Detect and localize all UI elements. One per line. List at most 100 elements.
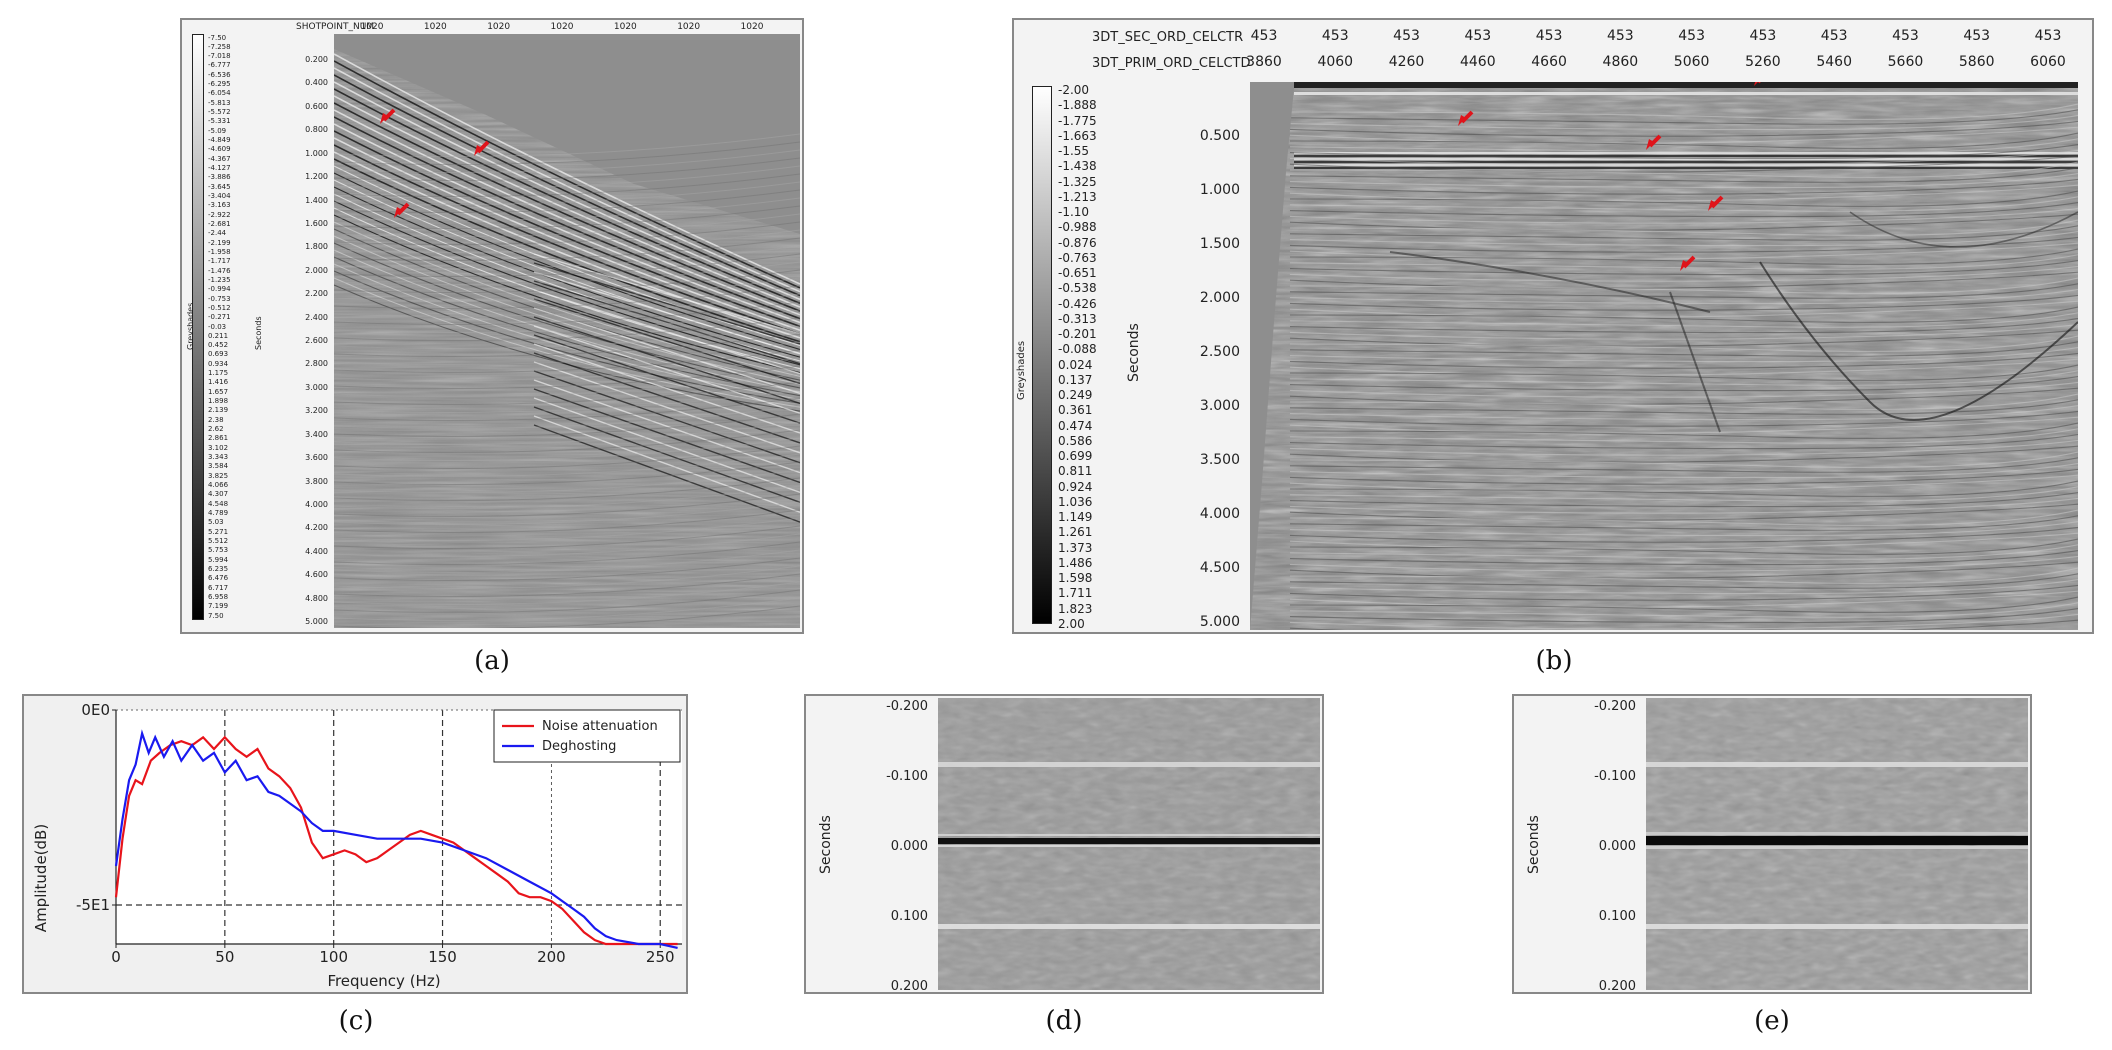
header-value: 453 <box>1749 28 1777 44</box>
colorbar-label: 3.343 <box>208 453 229 462</box>
colorbar-label: 3.825 <box>208 471 229 480</box>
header-value: 453 <box>1321 28 1349 44</box>
header-value: 4860 <box>1602 54 1639 70</box>
colorbar-label: 0.586 <box>1058 433 1093 448</box>
colorbar-label: 1.373 <box>1058 540 1093 555</box>
y-tick: -0.200 <box>1594 698 1636 714</box>
header-value: 1020 <box>360 22 384 32</box>
header-value: 453 <box>1892 28 1919 44</box>
colorbar-label: 1.657 <box>208 387 229 396</box>
caption-c: (c) <box>338 1006 374 1036</box>
colorbar-label: 0.211 <box>208 331 229 340</box>
colorbar-label: 5.271 <box>208 527 229 536</box>
header-value: 1020 <box>740 22 764 32</box>
panel-b-colorbar <box>1032 86 1052 624</box>
x-tick-label: 150 <box>428 948 457 966</box>
colorbar-label: -1.213 <box>1058 189 1097 204</box>
y-tick: 1.600 <box>305 218 328 228</box>
colorbar-label: 6.235 <box>208 564 229 573</box>
panel-a-reflection-events <box>334 34 800 628</box>
colorbar-label: -0.426 <box>1058 296 1097 311</box>
y-tick: 0.200 <box>1598 978 1636 994</box>
colorbar-label: 1.261 <box>1058 525 1093 540</box>
panel-d: Seconds -0.200 -0.100 0.000 0.100 0.200 <box>804 694 1324 994</box>
header-value: 4460 <box>1459 54 1496 70</box>
panel-c: Amplitude(dB) Frequency (Hz) 0 50 100 150 20… <box>22 694 688 994</box>
panel-a-arrows <box>380 108 490 218</box>
header-value: 5860 <box>1958 54 1995 70</box>
y-tick-label: -5E1 <box>76 896 110 914</box>
colorbar-label: 2.38 <box>208 415 224 424</box>
colorbar-label: -7.50 <box>208 33 227 42</box>
colorbar-label: -3.404 <box>208 191 231 200</box>
colorbar-label: 1.711 <box>1058 586 1093 601</box>
colorbar-label: 0.024 <box>1058 357 1093 372</box>
y-tick: 4.800 <box>305 593 328 603</box>
panel-b-seismic-image <box>1250 82 2078 630</box>
colorbar-label: -5.813 <box>208 98 231 107</box>
y-tick: 4.500 <box>1199 560 1240 576</box>
colorbar-label: 0.137 <box>1058 372 1093 387</box>
colorbar-label: 7.199 <box>208 602 229 611</box>
colorbar-label: -1.55 <box>1058 144 1090 159</box>
y-tick: 1.400 <box>305 195 328 205</box>
colorbar-label: -0.876 <box>1058 235 1097 250</box>
colorbar-label: -3.645 <box>208 182 231 191</box>
colorbar-label: -1.325 <box>1058 174 1097 189</box>
header-value: 1020 <box>613 22 637 32</box>
colorbar-label: 4.307 <box>208 490 229 499</box>
panel-b-header2-label: 3DT_PRIM_ORD_CELCTD <box>1092 56 1251 71</box>
y-tick: 0.800 <box>305 125 328 135</box>
y-tick: 3.000 <box>1199 398 1240 414</box>
caption-e: (e) <box>1754 1006 1790 1036</box>
colorbar-label: -1.235 <box>208 275 231 284</box>
header-value: 453 <box>2034 28 2062 44</box>
colorbar-label: 0.474 <box>1058 418 1093 433</box>
x-tick-label: 100 <box>319 948 348 966</box>
y-tick: 0.200 <box>305 55 328 64</box>
colorbar-label: -1.10 <box>1058 205 1090 220</box>
colorbar-label: -1.717 <box>208 257 231 266</box>
colorbar-label: -0.538 <box>1058 281 1097 296</box>
colorbar-label: -6.054 <box>208 89 231 98</box>
x-tick-label: 250 <box>646 948 675 966</box>
y-tick: 3.000 <box>305 382 328 392</box>
colorbar-label: -5.572 <box>208 108 231 117</box>
colorbar-label: -2.922 <box>208 210 231 219</box>
panel-e-axis-title: Seconds <box>1526 815 1542 874</box>
colorbar-label: -3.886 <box>208 173 231 182</box>
colorbar-label: -0.994 <box>208 285 231 294</box>
colorbar-label: -2.681 <box>208 219 231 228</box>
y-tick: 0.100 <box>890 908 928 924</box>
colorbar-label: 5.512 <box>208 536 229 545</box>
caption-d: (d) <box>1045 1006 1083 1036</box>
colorbar-label: -0.763 <box>1058 250 1097 265</box>
header-value: 1020 <box>423 22 447 32</box>
header-value: 1020 <box>487 22 511 32</box>
y-tick: 0.000 <box>890 838 928 854</box>
y-tick: 0.100 <box>1598 908 1636 924</box>
colorbar-label: -0.271 <box>208 313 231 322</box>
y-tick: 3.400 <box>305 429 328 439</box>
colorbar-label: 4.548 <box>208 499 229 508</box>
colorbar-label: 5.753 <box>208 546 229 555</box>
y-tick: 3.800 <box>305 476 328 486</box>
colorbar-label: -4.849 <box>208 136 231 145</box>
colorbar-label: -6.777 <box>208 61 231 70</box>
colorbar-label: -7.258 <box>208 42 231 51</box>
colorbar-label: 0.924 <box>1058 479 1093 494</box>
colorbar-label: -0.03 <box>208 322 227 331</box>
y-tick: 3.500 <box>1199 452 1240 468</box>
panel-b: 3DT_SEC_ORD_CELCTR 3DT_PRIM_ORD_CELCTD G… <box>1012 18 2094 634</box>
panel-b-axis-title: Seconds <box>1126 323 1142 382</box>
colorbar-label: -1.663 <box>1058 128 1097 143</box>
y-tick: -0.200 <box>886 698 928 714</box>
header-value: 6060 <box>2030 54 2066 70</box>
y-tick: 3.200 <box>305 406 328 416</box>
header-value: 4060 <box>1317 54 1354 70</box>
colorbar-label: 2.62 <box>208 425 224 434</box>
x-tick-label: 0 <box>111 948 121 966</box>
colorbar-label: 0.361 <box>1058 403 1093 418</box>
colorbar-label: -2.00 <box>1058 83 1090 97</box>
colorbar-label: 1.598 <box>1058 571 1093 586</box>
